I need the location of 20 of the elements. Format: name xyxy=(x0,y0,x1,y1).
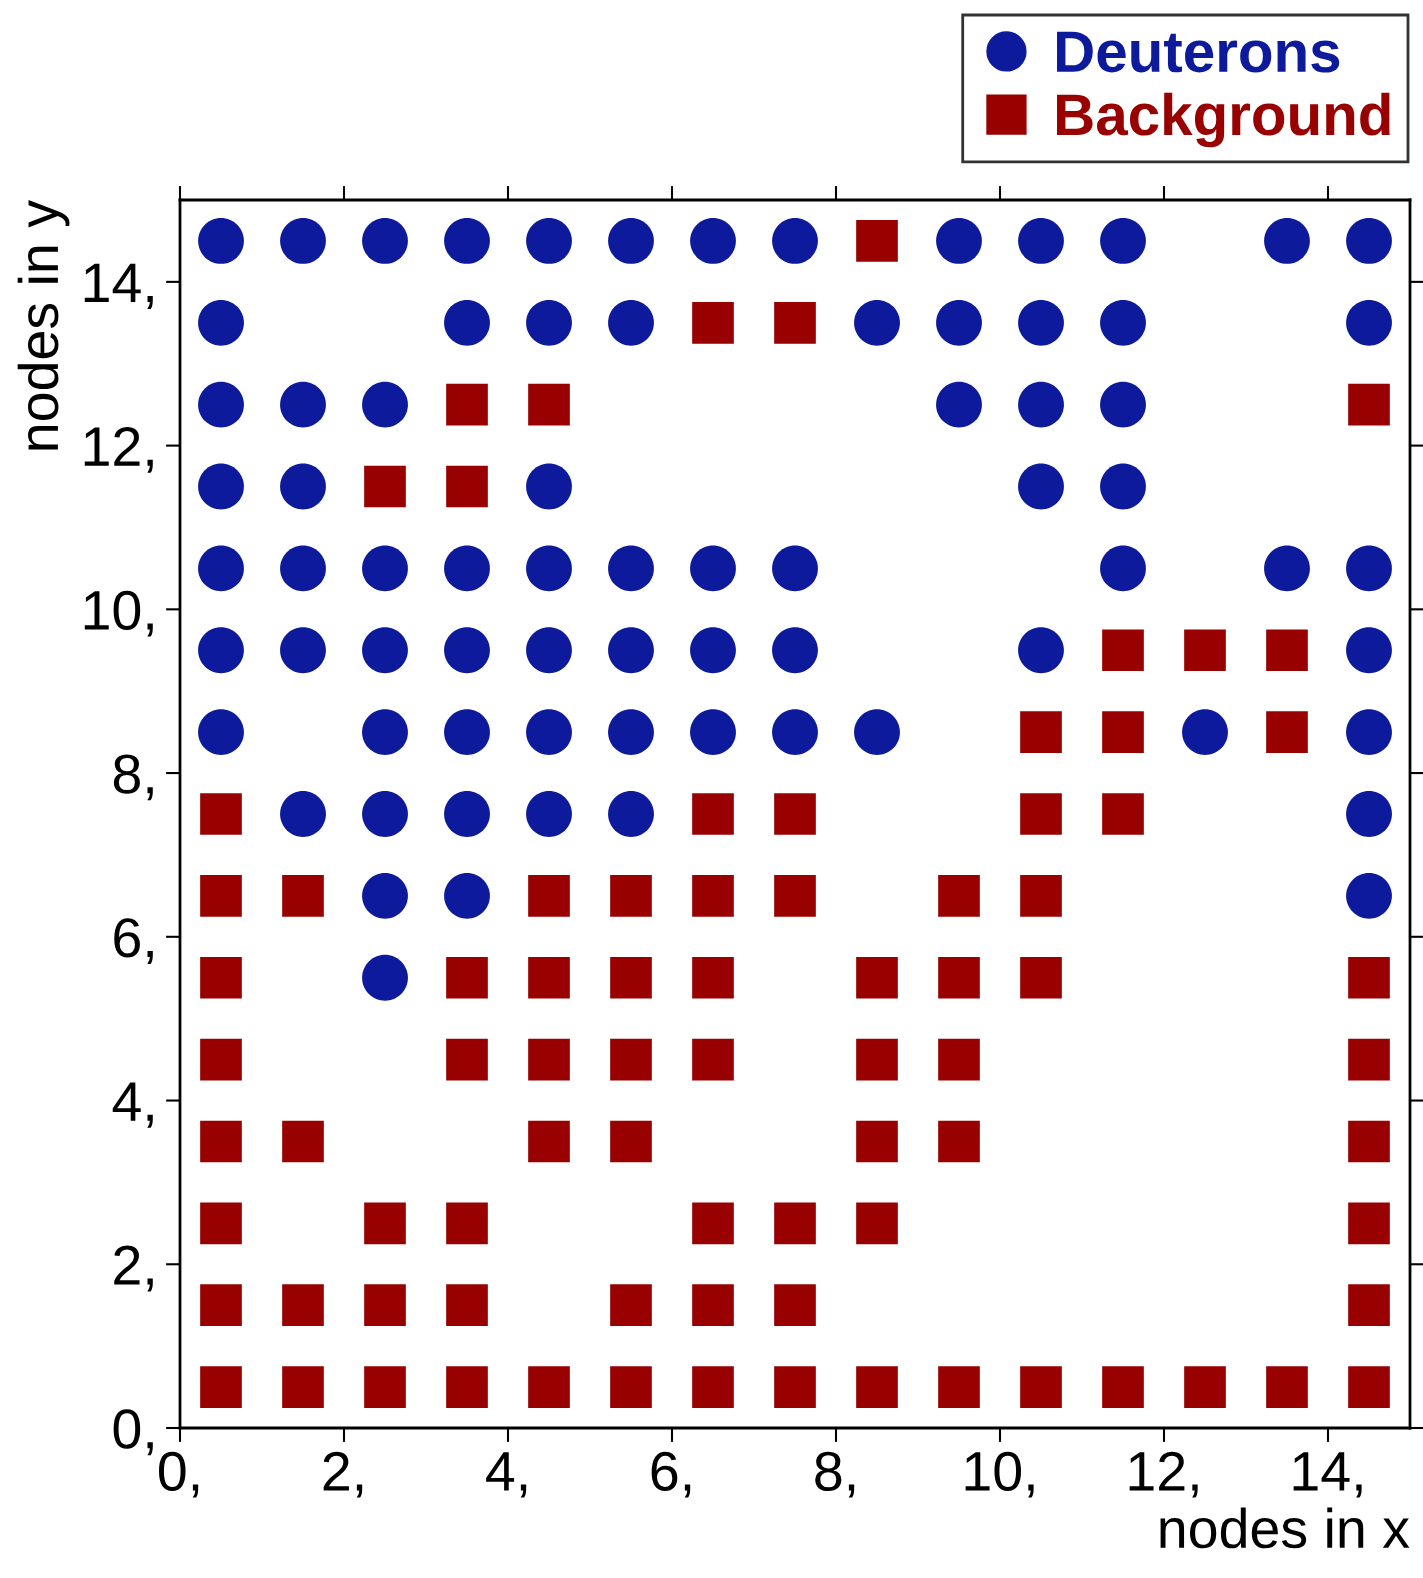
y-tick-label: 12, xyxy=(84,426,153,473)
x-tick-label: 10, xyxy=(965,1451,1034,1498)
x-tick-label: 14, xyxy=(1293,1452,1362,1498)
x-tick-label: 12, xyxy=(1129,1451,1198,1498)
x-tick-label: 4, xyxy=(486,1452,527,1498)
x-tick-label: 8, xyxy=(815,1451,855,1498)
y-tick-label: 4, xyxy=(112,1082,153,1128)
x-tick-label: 0, xyxy=(159,1451,199,1498)
y-tick-label: 0, xyxy=(113,1409,153,1456)
y-tick-label: 6, xyxy=(114,918,153,965)
legend-label: Deuterons xyxy=(1057,31,1340,73)
y-axis-title: nodes in y xyxy=(17,200,70,450)
y-tick-label: 2, xyxy=(114,1245,153,1292)
x-tick-label: 2, xyxy=(323,1451,363,1498)
y-tick-label: 8, xyxy=(113,754,153,801)
y-tick-label: 14, xyxy=(84,263,153,310)
y-tick-label: 10, xyxy=(84,590,153,637)
x-tick-label: 6, xyxy=(651,1451,691,1498)
legend-label: Background xyxy=(1057,92,1390,148)
x-axis-title: nodes in x xyxy=(1160,1507,1410,1549)
